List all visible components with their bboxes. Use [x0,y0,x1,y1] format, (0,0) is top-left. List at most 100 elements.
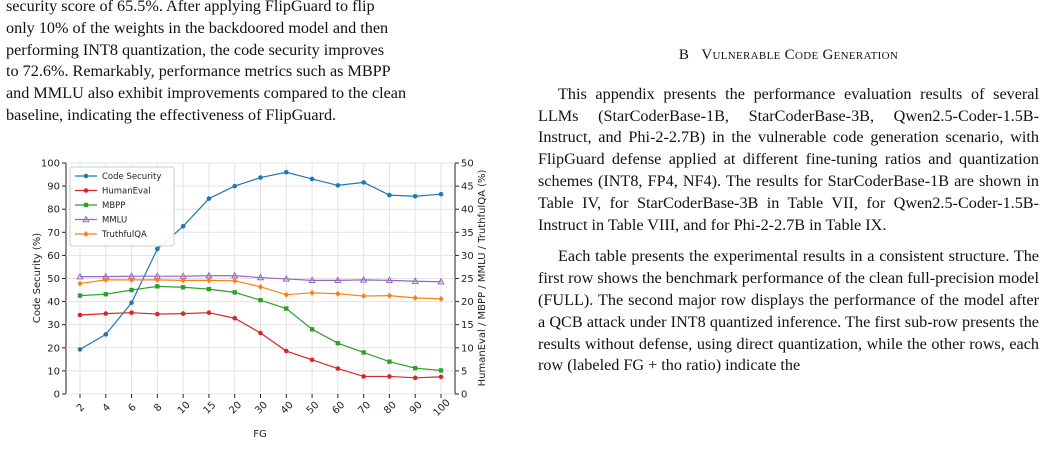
data-point-mmlu [256,273,265,281]
data-point-humaneval [335,366,341,371]
data-point-mmlu [76,272,84,280]
legend-label-truthfulqa: TruthfulQA [101,230,147,240]
data-point-code-security [438,191,444,197]
y-tick-label-right: 5 [461,366,467,377]
section-heading: B Vulnerable Code Generation [538,45,1039,67]
data-point-humaneval [77,312,83,318]
data-point-humaneval [155,311,160,317]
y-tick-label-right: 30 [461,251,474,262]
y-tick-label: 60 [47,251,60,262]
x-tick-label: 15 [202,400,219,417]
legend-label-humaneval: HumanEval [102,187,151,197]
y-tick-label: 30 [47,320,60,331]
data-point-truthfulqa [335,290,341,297]
x-tick-label: 2 [75,402,87,414]
y-tick-label-right: 40 [461,205,474,216]
legend-marker-mbpp [83,202,89,208]
y-tick-label: 20 [47,343,60,354]
y-tick-label: 50 [47,274,60,285]
legend-label-code-security: Code Security [102,172,161,182]
y-tick-label-right: 45 [461,182,474,193]
data-point-code-security [206,196,212,201]
left-text-line: baseline, indicating the effectiveness o… [6,105,337,124]
data-point-truthfulqa [361,293,367,300]
left-text-line: and MMLU also exhibit improvements compa… [6,84,407,103]
data-point-code-security [361,180,366,185]
data-point-code-security [129,300,134,306]
data-point-mmlu [411,277,419,284]
data-point-truthfulqa [180,277,186,284]
data-point-humaneval [129,310,134,315]
legend-label-mbpp: MBPP [102,201,125,211]
data-point-mmlu [334,276,342,284]
figure-chart: 0102030405060708090100051015202530354045… [32,159,488,441]
y-tick-label-right: 20 [461,297,474,308]
x-tick-label: 50 [305,400,322,417]
data-point-truthfulqa [386,292,393,299]
appendix-paragraph-2: Each table presents the experimental res… [538,247,1039,375]
appendix-paragraph-1: This appendix presents the performance e… [538,84,1039,234]
y-tick-label-right: 35 [461,228,474,239]
data-point-truthfulqa [412,294,418,301]
data-point-humaneval [206,310,212,315]
data-point-code-security [155,246,160,252]
section-title: Vulnerable Code Generation [701,47,899,63]
data-point-mbpp [335,340,341,346]
x-tick-label: 60 [331,400,348,417]
x-tick-label: 70 [356,400,373,417]
legend: Code Security HumanEval MBPP MMLU TruthfulQA [69,166,175,247]
data-point-code-security [258,175,263,180]
data-point-mmlu [282,274,290,282]
y-tick-label: 10 [47,366,60,377]
y-tick-label: 100 [41,159,60,170]
y-tick-label-right: 50 [461,159,474,170]
data-point-humaneval [387,374,392,379]
x-tick-label: 6 [126,402,138,414]
data-point-mbpp [413,365,418,371]
legend-marker-humaneval [83,188,89,193]
left-text-line: security score of 65.5%. After applying … [6,0,375,15]
x-tick-label: 40 [279,400,296,417]
data-point-code-security [232,183,238,189]
data-point-humaneval [180,311,186,316]
data-point-mbpp [155,284,160,289]
x-tick-label: 100 [431,397,452,418]
data-point-code-security [309,176,315,182]
left-text-line: only 10% of the weights in the backdoore… [6,18,389,37]
left-column: security score of 65.5%. After applying … [6,0,511,127]
x-tick-label: 20 [227,400,244,417]
x-tick-label: 30 [253,400,270,417]
data-point-truthfulqa [438,295,444,302]
y-tick-label: 90 [47,182,60,193]
legend-marker-code-security [83,173,89,179]
data-point-code-security [387,192,392,198]
y-tick-label: 70 [47,228,60,239]
left-text-line: to 72.6%. Remarkably, performance metric… [6,62,391,81]
y-tick-label-right: 0 [461,390,467,401]
series-layer [76,169,445,381]
legend-frame [69,166,175,247]
data-point-mbpp [438,368,444,373]
x-tick-label: 10 [176,400,193,417]
data-point-truthfulqa [206,277,212,284]
data-point-humaneval [258,330,263,336]
data-point-truthfulqa [77,280,83,287]
data-point-mbpp [103,292,108,297]
data-point-truthfulqa [309,289,315,296]
data-point-truthfulqa [103,276,109,283]
data-point-mbpp [180,285,186,290]
y-tick-label-right: 25 [461,274,474,285]
left-text-line: performing INT8 quantization, the code s… [6,40,385,59]
data-point-humaneval [309,357,315,363]
data-point-mmlu [360,275,368,283]
data-point-mbpp [387,359,392,364]
x-tick-label: 4 [101,402,113,414]
data-point-mbpp [309,327,315,332]
data-point-humaneval [232,315,238,321]
data-point-mbpp [258,298,263,303]
data-point-code-security [77,347,83,352]
data-point-truthfulqa [154,276,160,283]
data-point-mbpp [232,290,237,295]
x-tick-label: 90 [408,400,425,417]
series-line-mmlu [80,275,442,283]
